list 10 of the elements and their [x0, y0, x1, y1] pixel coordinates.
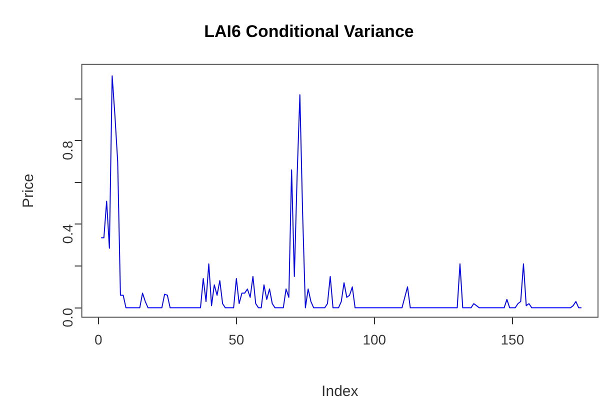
y-tick-label: 0.0: [60, 308, 76, 328]
x-tick-label: 50: [228, 331, 244, 348]
y-tick-label: 0.8: [60, 140, 76, 160]
x-tick-label: 100: [362, 331, 386, 348]
x-axis-title: Index: [322, 383, 359, 400]
x-tick-label: 0: [94, 331, 102, 348]
x-tick-label: 150: [500, 331, 524, 348]
y-tick-label: 0.4: [60, 224, 76, 244]
y-axis-title: Price: [20, 174, 38, 208]
chart-title: LAI6 Conditional Variance: [204, 22, 414, 41]
